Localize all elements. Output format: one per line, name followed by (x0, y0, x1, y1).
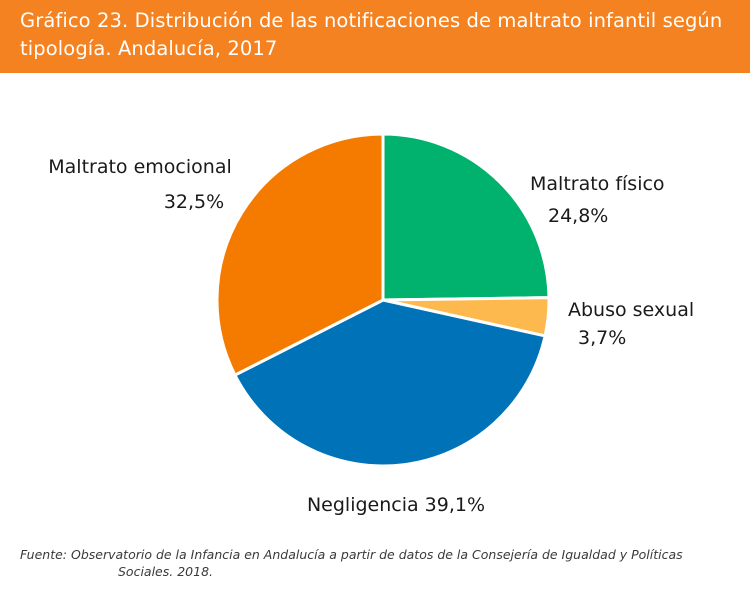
pie-slice-negligencia (233, 298, 547, 468)
slice-label-maltrato-fisico: Maltrato físico (530, 173, 665, 195)
pie-slice-maltrato-emocional (215, 132, 385, 377)
slice-label-abuso-sexual: Abuso sexual (568, 299, 694, 321)
slice-label-negligencia: Negligencia 39,1% (307, 494, 485, 516)
pie-chart: Maltrato físico 24,8% Abuso sexual 3,7% Negl… (48, 132, 694, 516)
slice-value-abuso-sexual: 3,7% (578, 327, 626, 349)
chart-title: Gráfico 23. Distribución de las notifica… (20, 9, 723, 60)
source-note: Fuente: Observatorio de la Infancia en A… (20, 546, 735, 580)
source-line-2: Sociales. 2018. (118, 564, 213, 579)
pie-labels: Maltrato físico 24,8% Abuso sexual 3,7% Negl… (48, 156, 694, 516)
chart-header: Gráfico 23. Distribución de las notifica… (0, 0, 750, 73)
slice-label-maltrato-emocional: Maltrato emocional (48, 156, 231, 178)
pie-slice-maltrato-fisico (381, 132, 551, 302)
slice-value-maltrato-emocional: 32,5% (164, 191, 224, 213)
pie-slices (215, 132, 551, 468)
source-line-1: Fuente: Observatorio de la Infancia en A… (20, 547, 683, 562)
slice-value-maltrato-fisico: 24,8% (548, 205, 608, 227)
